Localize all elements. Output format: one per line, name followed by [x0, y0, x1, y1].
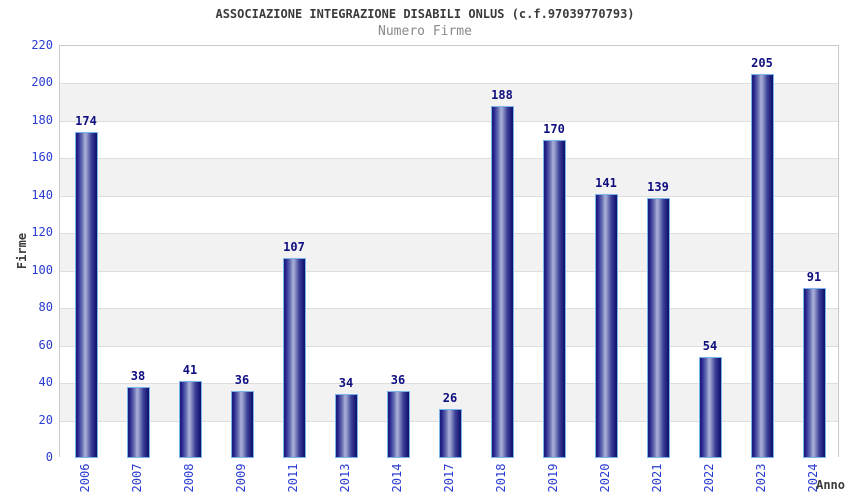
y-tick-label: 220	[31, 38, 53, 52]
bar-value-label: 91	[806, 269, 822, 284]
x-tick-label: 2006	[78, 463, 92, 493]
gridline	[60, 83, 838, 85]
bar-2019	[542, 139, 566, 458]
x-axis-title: Anno	[816, 478, 845, 492]
x-tick-label: 2019	[546, 463, 560, 493]
x-tick-label: 2009	[234, 463, 248, 493]
bar-2021	[646, 197, 670, 458]
gridline	[60, 195, 838, 197]
y-tick-label: 100	[31, 262, 53, 277]
x-tick-label: 2021	[650, 463, 664, 493]
background-band	[60, 233, 838, 271]
bar-2011	[282, 257, 306, 458]
y-tick-label: 20	[38, 412, 53, 427]
x-tick-label: 2014	[390, 463, 404, 493]
background-band	[60, 195, 838, 234]
bar-value-label: 170	[543, 121, 565, 136]
x-tick-label: 2023	[754, 463, 768, 493]
background-band	[60, 46, 838, 84]
background-band	[60, 158, 838, 196]
bar-value-label: 174	[75, 114, 97, 129]
background-band	[60, 120, 838, 159]
bar-2020	[594, 193, 618, 458]
x-tick-label: 2020	[598, 463, 612, 493]
bar-value-label: 107	[283, 239, 305, 254]
bar-value-label: 141	[595, 175, 617, 190]
y-tick-label: 40	[38, 375, 53, 390]
gridline	[60, 345, 838, 347]
bar-2022	[698, 356, 722, 458]
y-tick-label: 80	[38, 300, 53, 315]
bar-value-label: 205	[751, 56, 773, 71]
y-tick-label: 0	[45, 450, 53, 464]
y-tick-label: 200	[31, 75, 53, 90]
x-tick-label: 2011	[286, 463, 300, 493]
chart-subtitle: Numero Firme	[378, 24, 472, 39]
x-tick-label: 2013	[338, 463, 352, 493]
x-tick-label: 2007	[130, 463, 144, 493]
bar-2023	[750, 74, 774, 458]
chart-title: ASSOCIAZIONE INTEGRAZIONE DISABILI ONLUS…	[215, 7, 635, 21]
y-tick-label: 140	[31, 187, 53, 202]
gridline	[60, 158, 838, 160]
y-tick-label: 60	[38, 337, 53, 352]
x-tick-label: 2018	[494, 463, 508, 493]
bar-2017	[438, 409, 462, 458]
plot-area: 174 38 41 36 107 34 36 26 188 170 141 139 54 205 91	[59, 45, 839, 458]
bar-value-label: 36	[390, 372, 406, 387]
bar-2009	[230, 390, 254, 458]
background-band	[60, 270, 838, 309]
bar-value-label: 54	[702, 338, 718, 353]
gridline	[60, 383, 838, 385]
bar-value-label: 188	[491, 87, 513, 102]
gridline	[60, 233, 838, 235]
bar-2014	[386, 390, 410, 458]
bar-value-label: 38	[130, 368, 146, 383]
bar-2008	[178, 381, 202, 458]
y-tick-label: 180	[31, 112, 53, 127]
x-tick-label: 2017	[442, 463, 456, 493]
bar-value-label: 26	[442, 391, 458, 406]
gridline	[60, 120, 838, 122]
y-tick-label: 160	[31, 150, 53, 165]
bar-value-label: 139	[647, 179, 669, 194]
background-band	[60, 83, 838, 121]
bar-2013	[334, 394, 358, 458]
bar-value-label: 36	[234, 372, 250, 387]
bar-2024	[802, 287, 826, 458]
bar-2018	[490, 105, 514, 458]
bar-2006	[74, 132, 98, 458]
x-tick-label: 2008	[182, 463, 196, 493]
background-band	[60, 308, 838, 346]
gridline	[60, 270, 838, 272]
bar-value-label: 41	[182, 363, 198, 378]
x-tick-label: 2022	[702, 463, 716, 493]
bar-2007	[126, 386, 150, 458]
bar-value-label: 34	[338, 376, 354, 391]
gridline	[60, 308, 838, 310]
y-tick-label: 120	[31, 225, 53, 240]
